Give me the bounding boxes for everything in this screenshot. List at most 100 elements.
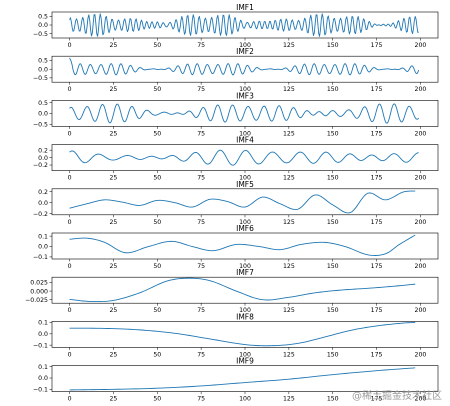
- x-tick-label: 175: [371, 351, 383, 358]
- series-line: [69, 57, 420, 76]
- x-tick-label: 150: [327, 396, 339, 403]
- panel-title: IMF8: [236, 312, 254, 321]
- y-tick-label: 0.0: [38, 244, 48, 251]
- x-tick-label: 200: [415, 42, 427, 49]
- x-tick-label: 75: [197, 263, 205, 270]
- x-tick-label: 200: [415, 307, 427, 314]
- x-tick-label: 75: [197, 351, 205, 358]
- x-tick-label: 125: [283, 351, 295, 358]
- x-tick-label: 50: [153, 175, 161, 182]
- x-tick-label: 25: [109, 130, 117, 137]
- x-tick-label: 100: [239, 351, 251, 358]
- axes-frame: [51, 276, 439, 304]
- x-tick-label: 150: [327, 219, 339, 226]
- panel-title: IMF2: [236, 47, 254, 56]
- imf-panel-8: IMF8 0 25 50 75 100 125 150 175 200 −0.1 0.0 0.1: [33, 312, 439, 358]
- x-tick-label: 175: [371, 175, 383, 182]
- imf-panel-3: IMF3 0 25 50 75 100 125 150 175 200 −0.5 0.0 0.5: [33, 91, 439, 137]
- y-tick-label: 0.1: [38, 320, 48, 327]
- series-line: [69, 190, 416, 214]
- x-tick-label: 75: [197, 86, 205, 93]
- x-tick-label: 0: [68, 307, 72, 314]
- x-tick-label: 75: [197, 307, 205, 314]
- x-tick-label: 75: [197, 42, 205, 49]
- x-tick-label: 75: [197, 175, 205, 182]
- x-tick-label: 100: [239, 263, 251, 270]
- x-tick-label: 50: [153, 396, 161, 403]
- x-tick-label: 175: [371, 42, 383, 49]
- x-tick-label: 175: [371, 307, 383, 314]
- y-tick-label: 0.0: [38, 155, 48, 162]
- y-tick-label: 0.1: [38, 233, 48, 240]
- x-tick-label: 50: [153, 263, 161, 270]
- y-tick-label: 0.2: [38, 147, 48, 154]
- y-tick-label: 0.1: [38, 364, 48, 371]
- x-tick-label: 0: [68, 263, 72, 270]
- x-tick-label: 125: [283, 307, 295, 314]
- x-tick-label: 175: [371, 263, 383, 270]
- y-tick-label: 0.0: [38, 111, 48, 118]
- x-tick-label: 125: [283, 86, 295, 93]
- x-tick-label: 50: [153, 219, 161, 226]
- panel-title: IMF7: [236, 268, 254, 277]
- y-tick-label: −0.025: [25, 297, 48, 304]
- y-tick-label: 0.0: [38, 331, 48, 338]
- x-tick-label: 25: [109, 263, 117, 270]
- y-tick-label: 0.5: [38, 14, 48, 21]
- x-tick-label: 150: [327, 86, 339, 93]
- x-tick-label: 50: [153, 42, 161, 49]
- y-tick-label: 0.2: [38, 189, 48, 196]
- imf-panel-7: IMF7 0 25 50 75 100 125 150 175 200 −0.025 0.0000.0…: [25, 268, 439, 314]
- panel-title: IMF6: [236, 224, 254, 233]
- x-tick-label: 125: [283, 396, 295, 403]
- y-tick-label: 0.0: [38, 22, 48, 29]
- x-tick-label: 100: [239, 219, 251, 226]
- x-tick-label: 125: [283, 42, 295, 49]
- imf-panel-6: IMF6 0 25 50 75 100 125 150 175 200 −0.1 0.0 0.1: [33, 224, 439, 270]
- x-tick-label: 175: [371, 130, 383, 137]
- x-tick-label: 125: [283, 130, 295, 137]
- x-tick-label: 125: [283, 263, 295, 270]
- x-tick-label: 25: [109, 86, 117, 93]
- x-tick-label: 0: [68, 42, 72, 49]
- panel-title: IMF3: [236, 91, 254, 100]
- imf-panel-1: IMF1 0 25 50 75 100 125 150 175 200 −0.5 0.00.5: [33, 3, 439, 49]
- y-tick-label: 0.0: [38, 200, 48, 207]
- x-tick-label: 0: [68, 130, 72, 137]
- y-tick-label: −0.1: [33, 342, 48, 349]
- x-tick-label: 150: [327, 351, 339, 358]
- x-tick-label: 0: [68, 351, 72, 358]
- x-tick-label: 25: [109, 219, 117, 226]
- y-tick-label: 0.0: [38, 66, 48, 73]
- x-tick-label: 75: [197, 130, 205, 137]
- y-tick-label: 0.025: [30, 280, 48, 287]
- x-tick-label: 100: [239, 175, 251, 182]
- series-line: [69, 367, 416, 391]
- x-tick-label: 100: [239, 130, 251, 137]
- x-tick-label: 25: [109, 175, 117, 182]
- imf-panel-2: IMF2 0 25 50 75 100 125 150 175 200 −0.5 0.00.5: [33, 47, 439, 93]
- x-tick-label: 25: [109, 42, 117, 49]
- x-tick-label: 25: [109, 351, 117, 358]
- panel-title: IMF5: [236, 180, 254, 189]
- x-tick-label: 50: [153, 307, 161, 314]
- x-tick-label: 50: [153, 351, 161, 358]
- y-tick-label: 0.0: [38, 375, 48, 382]
- y-tick-label: −0.5: [33, 121, 48, 128]
- x-tick-label: 125: [283, 219, 295, 226]
- series-line: [69, 13, 419, 37]
- x-tick-label: 175: [371, 396, 383, 403]
- x-tick-label: 200: [415, 86, 427, 93]
- x-tick-label: 150: [327, 42, 339, 49]
- y-tick-label: −0.1: [33, 254, 48, 261]
- x-tick-label: 125: [283, 175, 295, 182]
- series-line: [69, 149, 419, 166]
- panel-title: IMF1: [236, 3, 254, 12]
- imf-panel-9: IMF9 0 25 50 75 100 125 150 175 200 −0.1 0.0 0.1: [33, 357, 439, 403]
- x-tick-label: 100: [239, 86, 251, 93]
- x-tick-label: 200: [415, 219, 427, 226]
- x-tick-label: 175: [371, 219, 383, 226]
- axes-frame: [51, 188, 439, 216]
- axes-frame: [51, 144, 439, 171]
